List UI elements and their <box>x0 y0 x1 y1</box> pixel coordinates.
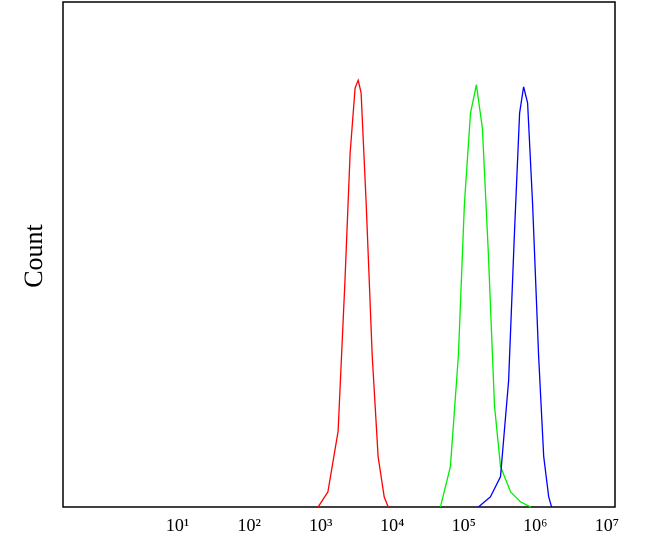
y-axis-label: Count <box>19 223 48 287</box>
x-tick-label: 10³ <box>309 515 333 535</box>
x-tick-label: 10¹ <box>166 515 189 535</box>
x-tick-label: 10⁵ <box>452 515 476 535</box>
x-tick-label: 10⁴ <box>380 515 404 535</box>
histogram-line <box>439 84 531 508</box>
histogram-line <box>477 86 553 508</box>
histogram-line <box>317 78 389 508</box>
plot-frame <box>62 1 616 508</box>
x-tick-label: 10² <box>237 515 260 535</box>
x-tick-label: 10⁶ <box>523 515 547 535</box>
x-tick-label: 10⁷ <box>595 515 619 535</box>
